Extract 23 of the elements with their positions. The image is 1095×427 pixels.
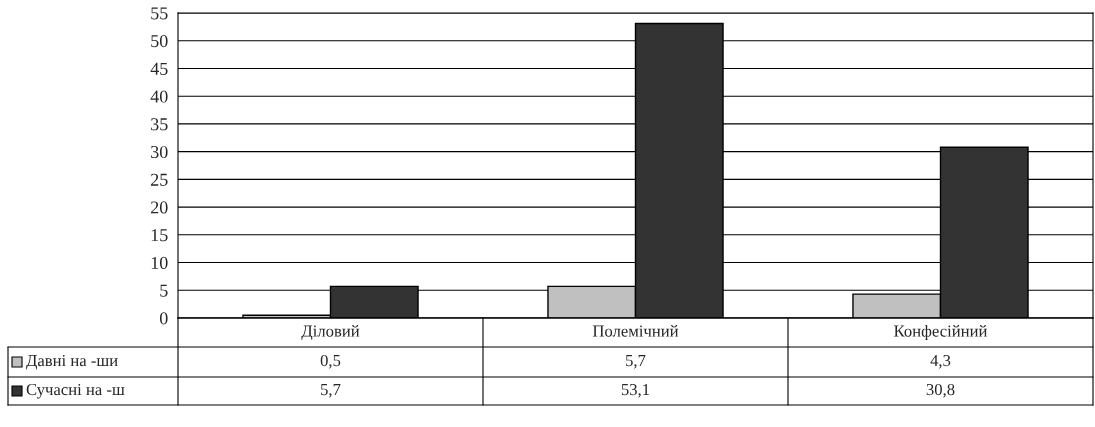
legend-label: Сучасні на -ш: [26, 383, 125, 399]
y-tick-label: 30: [151, 145, 168, 159]
data-label: 30,8: [926, 383, 955, 398]
y-tick-label: 40: [150, 90, 168, 103]
y-tick-label: 50: [151, 34, 168, 48]
y-tick-label: 20: [151, 201, 168, 214]
data-label: 4,3: [930, 354, 951, 369]
x-tick-label: Полемічний: [592, 325, 679, 337]
data-label: 5,7: [321, 384, 341, 398]
y-tick-label: 55: [151, 7, 168, 20]
data-label: 0,5: [320, 354, 341, 369]
data-label: 5,7: [626, 355, 646, 369]
y-tick-label: 35: [151, 118, 168, 131]
x-tick-label: Діловий: [301, 325, 360, 341]
y-tick-label: 5: [160, 284, 168, 297]
x-tick-label: Конфесійний: [894, 324, 988, 341]
y-tick-label: 15: [151, 229, 168, 242]
y-tick-label: 25: [151, 173, 168, 186]
data-label: 53,1: [621, 383, 650, 398]
y-tick-label: 0: [159, 312, 168, 325]
y-tick-label: 10: [151, 256, 168, 269]
legend-label: Давні на -ши: [26, 354, 118, 370]
y-tick-label: 45: [150, 62, 168, 75]
